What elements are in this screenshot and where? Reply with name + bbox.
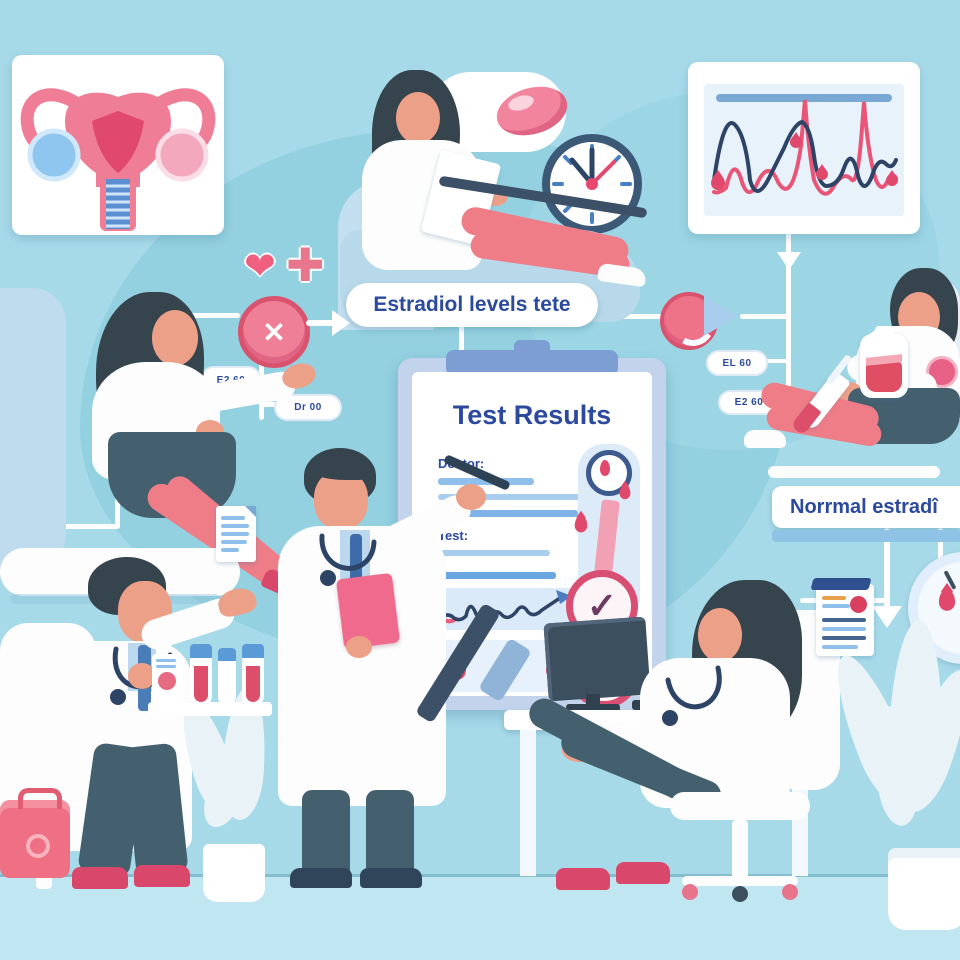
clipboard-title: Test Results xyxy=(452,400,612,430)
badge-pill-2-text: Dr 00 xyxy=(294,402,322,413)
doctor-left-shoe xyxy=(72,867,128,889)
chaise-right-base xyxy=(768,466,940,478)
chair-caster xyxy=(732,886,748,902)
doctor-woman-face xyxy=(698,608,742,662)
certificate-icon xyxy=(810,578,874,656)
woman-left-face xyxy=(152,310,198,366)
doctor-center-leg-2 xyxy=(366,790,414,880)
result-label: Norrmal estradî xyxy=(772,486,960,528)
badge-pill-4-text: E2 60 xyxy=(734,397,764,408)
stethoscope-icon xyxy=(662,665,722,726)
x-cell-badge-icon: ✕ xyxy=(238,296,310,368)
arrow-right-icon xyxy=(332,310,350,336)
arrow-chart-down-icon xyxy=(777,252,801,270)
document-fold xyxy=(245,506,256,517)
result-ring-drop xyxy=(600,460,610,476)
doctor-man-center xyxy=(260,440,511,890)
doctor-left-hand-2 xyxy=(128,663,156,689)
arrow-right-shaft xyxy=(306,320,334,326)
triangle-arrow-icon xyxy=(704,296,738,336)
connector-triangle-to-chart xyxy=(740,314,790,319)
test-tube-icon xyxy=(190,644,212,706)
chair-back-left xyxy=(0,288,66,568)
doctor-center-hand xyxy=(456,484,486,510)
doctor-woman-heel-2 xyxy=(616,862,670,884)
document-icon xyxy=(216,506,256,562)
plant-right xyxy=(821,610,960,930)
test-tube-shelf xyxy=(148,640,272,720)
clipboard-clip-bar xyxy=(446,350,618,376)
woman-top-face xyxy=(396,92,440,144)
clock-icon xyxy=(542,134,642,234)
doctor-center-tie xyxy=(350,534,362,588)
connector-label-down xyxy=(459,325,464,365)
result-label-text: Norrmal estradî xyxy=(790,495,938,518)
hormone-cycle-chart-icon xyxy=(711,94,898,196)
doctor-center-shoe xyxy=(290,868,352,888)
blood-bag-icon xyxy=(860,326,908,398)
badge-pill-3-text: EL 60 xyxy=(722,357,752,369)
floor-line xyxy=(0,874,960,877)
blood-drop-small xyxy=(619,484,631,500)
shelf-board xyxy=(148,702,272,716)
plant-right-pot xyxy=(888,848,960,930)
hormone-chart-card xyxy=(688,62,920,234)
doctor-center-fringe xyxy=(308,458,372,480)
plant-left xyxy=(171,680,285,910)
uterus-card xyxy=(12,55,224,235)
desk-leg xyxy=(520,730,536,876)
stethoscope-icon xyxy=(319,533,377,586)
office-chair-seat xyxy=(670,792,810,820)
uterus-icon xyxy=(20,88,216,231)
flow-label-text: Estradiol levels tete xyxy=(373,293,571,316)
connector-chart-vertical xyxy=(786,232,791,412)
doctor-woman-heel xyxy=(556,868,610,890)
doctor-left-shoe-2 xyxy=(134,865,190,887)
flow-label: Estradiol levels tete xyxy=(346,283,598,327)
chair-caster xyxy=(782,884,798,900)
test-tube-icon xyxy=(218,648,236,706)
doctor-woman-seated xyxy=(524,580,840,930)
woman-right-shoe xyxy=(744,430,786,448)
result-label-shelf xyxy=(772,530,960,542)
blood-drop-small xyxy=(574,515,588,533)
doctor-center-shoe-2 xyxy=(360,868,422,888)
connector-pill-stub-1 xyxy=(762,359,788,363)
doctor-center-hand-2 xyxy=(346,636,372,658)
floor xyxy=(0,877,960,960)
connector-result-down xyxy=(884,528,890,608)
briefcase-clasp xyxy=(26,834,50,858)
chair-caster xyxy=(682,884,698,900)
badge-pill-3: EL 60 xyxy=(706,350,768,376)
connector-label-to-cell xyxy=(595,314,663,319)
office-chair-stem xyxy=(732,820,748,882)
heart-icon: ❤ xyxy=(244,246,276,288)
doctor-center-leg xyxy=(302,790,350,880)
pink-folder-icon xyxy=(335,572,401,650)
monitor-base xyxy=(566,704,620,712)
doctor-left-hand xyxy=(215,584,259,620)
office-chair-base xyxy=(682,876,798,886)
briefcase-icon xyxy=(0,788,70,878)
briefcase-handle xyxy=(18,788,62,809)
arrow-down-icon xyxy=(872,606,902,628)
tube-label-card xyxy=(152,654,182,704)
medical-cross-icon: ✚ xyxy=(286,239,325,291)
doctor-center-face xyxy=(314,470,368,530)
syringe-icon xyxy=(788,353,858,450)
test-tube-icon xyxy=(242,644,264,706)
plant-left-pot xyxy=(203,844,265,902)
